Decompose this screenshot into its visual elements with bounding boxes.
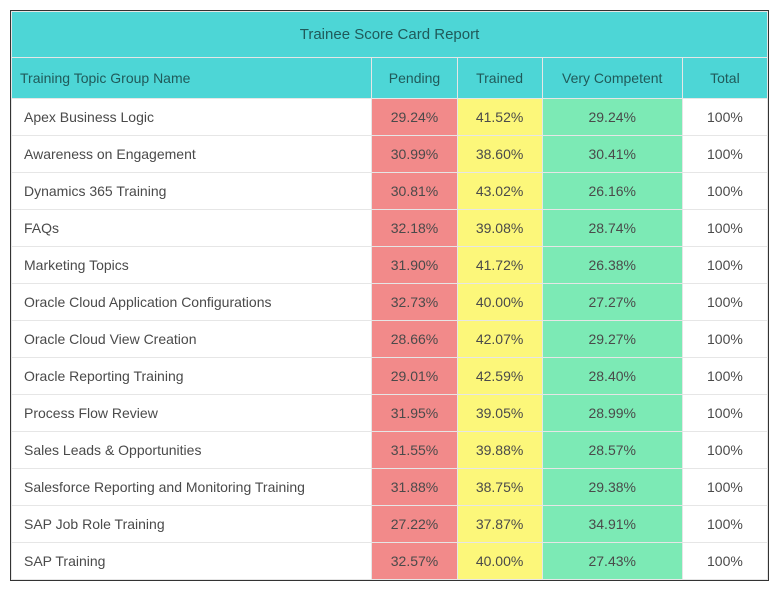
table-row: Oracle Cloud Application Configurations …: [12, 284, 768, 321]
cell-trained: 37.87%: [457, 506, 542, 543]
cell-total: 100%: [682, 358, 767, 395]
cell-competent: 29.24%: [542, 99, 682, 136]
cell-total: 100%: [682, 284, 767, 321]
cell-trained: 39.88%: [457, 432, 542, 469]
table-title-row: Trainee Score Card Report: [12, 12, 768, 58]
cell-competent: 27.27%: [542, 284, 682, 321]
col-header-trained: Trained: [457, 58, 542, 99]
cell-trained: 43.02%: [457, 173, 542, 210]
table-row: Marketing Topics 31.90% 41.72% 26.38% 10…: [12, 247, 768, 284]
cell-topic: Marketing Topics: [12, 247, 372, 284]
table-row: FAQs 32.18% 39.08% 28.74% 100%: [12, 210, 768, 247]
cell-pending: 31.95%: [372, 395, 457, 432]
cell-pending: 29.01%: [372, 358, 457, 395]
cell-topic: Oracle Cloud Application Configurations: [12, 284, 372, 321]
cell-topic: Apex Business Logic: [12, 99, 372, 136]
col-header-competent: Very Competent: [542, 58, 682, 99]
table-header-row: Training Topic Group Name Pending Traine…: [12, 58, 768, 99]
cell-trained: 41.52%: [457, 99, 542, 136]
cell-trained: 39.05%: [457, 395, 542, 432]
cell-competent: 29.38%: [542, 469, 682, 506]
cell-topic: Salesforce Reporting and Monitoring Trai…: [12, 469, 372, 506]
table-title: Trainee Score Card Report: [12, 12, 768, 58]
cell-competent: 34.91%: [542, 506, 682, 543]
cell-total: 100%: [682, 395, 767, 432]
table-row: SAP Job Role Training 27.22% 37.87% 34.9…: [12, 506, 768, 543]
cell-pending: 32.57%: [372, 543, 457, 580]
cell-competent: 30.41%: [542, 136, 682, 173]
cell-trained: 40.00%: [457, 543, 542, 580]
cell-pending: 31.88%: [372, 469, 457, 506]
cell-trained: 38.60%: [457, 136, 542, 173]
table-row: Dynamics 365 Training 30.81% 43.02% 26.1…: [12, 173, 768, 210]
cell-topic: Sales Leads & Opportunities: [12, 432, 372, 469]
cell-pending: 27.22%: [372, 506, 457, 543]
cell-pending: 30.81%: [372, 173, 457, 210]
cell-competent: 29.27%: [542, 321, 682, 358]
cell-topic: SAP Training: [12, 543, 372, 580]
table-row: SAP Training 32.57% 40.00% 27.43% 100%: [12, 543, 768, 580]
cell-trained: 42.07%: [457, 321, 542, 358]
cell-topic: Oracle Reporting Training: [12, 358, 372, 395]
table-row: Salesforce Reporting and Monitoring Trai…: [12, 469, 768, 506]
cell-topic: FAQs: [12, 210, 372, 247]
cell-competent: 28.40%: [542, 358, 682, 395]
table-row: Sales Leads & Opportunities 31.55% 39.88…: [12, 432, 768, 469]
cell-total: 100%: [682, 247, 767, 284]
report-container: Trainee Score Card Report Training Topic…: [10, 10, 769, 581]
cell-pending: 32.18%: [372, 210, 457, 247]
cell-total: 100%: [682, 506, 767, 543]
cell-topic: Awareness on Engagement: [12, 136, 372, 173]
table-row: Awareness on Engagement 30.99% 38.60% 30…: [12, 136, 768, 173]
cell-total: 100%: [682, 99, 767, 136]
cell-trained: 40.00%: [457, 284, 542, 321]
cell-total: 100%: [682, 432, 767, 469]
table-body: Apex Business Logic 29.24% 41.52% 29.24%…: [12, 99, 768, 580]
cell-trained: 39.08%: [457, 210, 542, 247]
cell-total: 100%: [682, 173, 767, 210]
cell-total: 100%: [682, 543, 767, 580]
cell-pending: 32.73%: [372, 284, 457, 321]
cell-total: 100%: [682, 321, 767, 358]
cell-total: 100%: [682, 469, 767, 506]
table-row: Oracle Reporting Training 29.01% 42.59% …: [12, 358, 768, 395]
cell-competent: 26.38%: [542, 247, 682, 284]
cell-topic: Oracle Cloud View Creation: [12, 321, 372, 358]
cell-competent: 26.16%: [542, 173, 682, 210]
cell-competent: 28.57%: [542, 432, 682, 469]
cell-total: 100%: [682, 210, 767, 247]
cell-pending: 31.55%: [372, 432, 457, 469]
cell-trained: 42.59%: [457, 358, 542, 395]
cell-pending: 31.90%: [372, 247, 457, 284]
cell-topic: Dynamics 365 Training: [12, 173, 372, 210]
cell-pending: 28.66%: [372, 321, 457, 358]
cell-total: 100%: [682, 136, 767, 173]
col-header-pending: Pending: [372, 58, 457, 99]
col-header-total: Total: [682, 58, 767, 99]
cell-pending: 30.99%: [372, 136, 457, 173]
table-row: Process Flow Review 31.95% 39.05% 28.99%…: [12, 395, 768, 432]
cell-competent: 27.43%: [542, 543, 682, 580]
cell-pending: 29.24%: [372, 99, 457, 136]
cell-topic: Process Flow Review: [12, 395, 372, 432]
score-card-table: Trainee Score Card Report Training Topic…: [11, 11, 768, 580]
table-row: Oracle Cloud View Creation 28.66% 42.07%…: [12, 321, 768, 358]
col-header-topic: Training Topic Group Name: [12, 58, 372, 99]
cell-competent: 28.99%: [542, 395, 682, 432]
cell-topic: SAP Job Role Training: [12, 506, 372, 543]
cell-trained: 41.72%: [457, 247, 542, 284]
table-row: Apex Business Logic 29.24% 41.52% 29.24%…: [12, 99, 768, 136]
cell-competent: 28.74%: [542, 210, 682, 247]
cell-trained: 38.75%: [457, 469, 542, 506]
